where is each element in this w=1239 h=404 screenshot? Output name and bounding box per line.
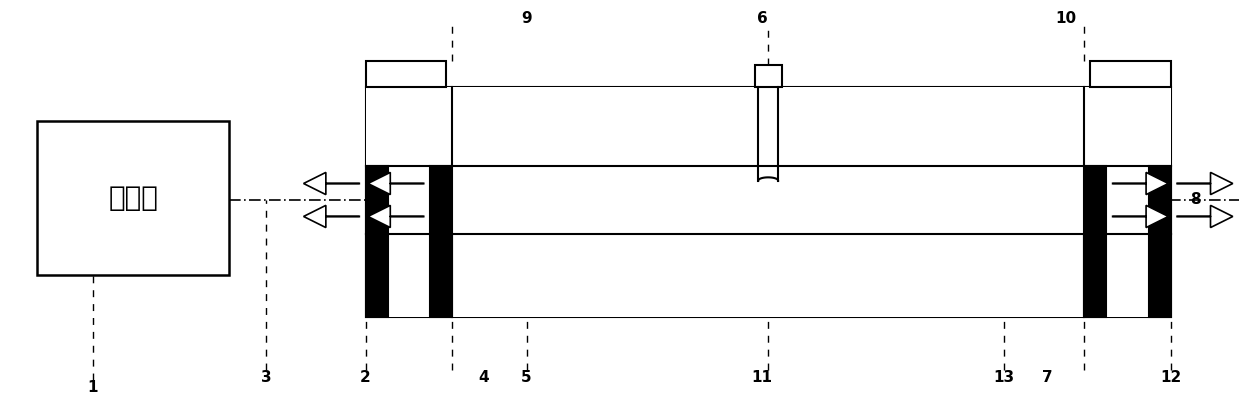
Bar [1149,234,1171,317]
Text: 1: 1 [88,380,98,396]
Text: 9: 9 [522,11,532,26]
Bar [1090,61,1171,87]
Text: 12: 12 [1160,370,1182,385]
FancyArrow shape [368,205,424,227]
Bar [366,87,1171,317]
FancyArrow shape [1177,173,1233,195]
Text: 6: 6 [757,11,767,26]
Bar [430,166,452,234]
FancyArrow shape [304,205,359,227]
FancyArrow shape [1113,205,1168,227]
FancyArrow shape [1177,205,1233,227]
Bar [1084,166,1106,234]
FancyArrow shape [1113,173,1168,195]
Text: 10: 10 [1054,11,1077,26]
Text: 7: 7 [1042,370,1052,385]
Text: 13: 13 [992,370,1015,385]
Text: 8: 8 [1191,192,1201,208]
Bar [37,121,229,275]
Bar [366,234,388,317]
Bar [366,61,446,87]
Bar [1149,166,1171,234]
Bar [366,234,1171,317]
Text: 4: 4 [478,370,488,385]
Bar [366,87,1171,166]
Text: 2: 2 [361,370,370,385]
Bar [1084,234,1106,317]
Bar [430,234,452,317]
Text: 激光器: 激光器 [108,184,159,212]
Bar [755,65,782,87]
Text: 5: 5 [522,370,532,385]
Text: 3: 3 [261,370,271,385]
FancyArrow shape [368,173,424,195]
FancyArrow shape [304,173,359,195]
Text: 11: 11 [752,370,772,385]
Bar [366,166,388,234]
